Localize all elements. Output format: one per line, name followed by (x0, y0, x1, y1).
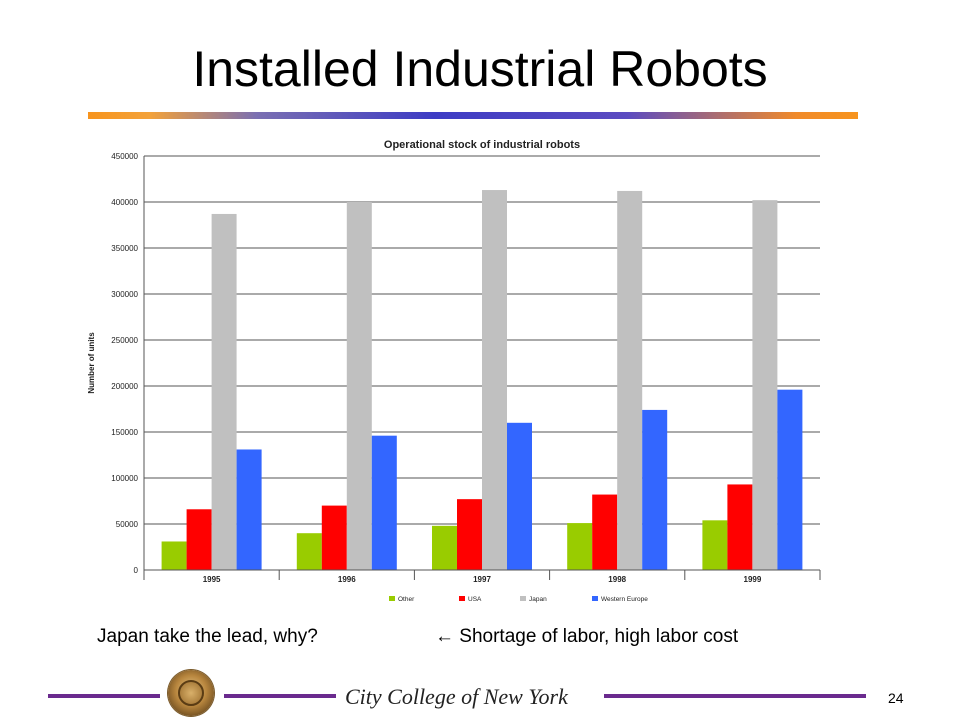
x-tick-label: 1996 (338, 575, 356, 584)
bar-usa-1995 (186, 509, 212, 570)
footer-line-center (224, 694, 336, 698)
bar-other-1999 (702, 520, 728, 570)
title-underline (88, 112, 858, 119)
legend-label: Japan (529, 596, 547, 603)
bar-western-europe-1998 (642, 409, 668, 570)
y-tick-label: 150000 (111, 428, 138, 437)
legend-label: USA (468, 596, 482, 603)
bar-japan-1997 (482, 190, 507, 570)
y-tick-label: 50000 (116, 520, 139, 529)
chart-title: Operational stock of industrial robots (384, 139, 580, 151)
bar-other-1997 (432, 525, 457, 570)
note-right: ← Shortage of labor, high labor cost (435, 626, 738, 648)
legend-label: Other (398, 596, 415, 603)
y-tick-label: 200000 (111, 382, 138, 391)
y-tick-label: 300000 (111, 290, 138, 299)
college-name: City College of New York (345, 684, 568, 709)
y-tick-label: 400000 (111, 198, 138, 207)
bar-other-1995 (161, 541, 187, 570)
legend-swatch (592, 596, 598, 601)
bar-western-europe-1997 (507, 422, 532, 570)
page-number: 24 (888, 690, 904, 706)
legend-swatch (389, 596, 395, 601)
bar-western-europe-1995 (236, 449, 262, 570)
note-right-text: Shortage of labor, high labor cost (459, 626, 739, 647)
y-tick-label: 450000 (111, 152, 138, 161)
slide-title: Installed Industrial Robots (192, 41, 768, 97)
y-axis-label: Number of units (87, 332, 96, 394)
left-arrow-icon: ← (435, 626, 454, 647)
y-tick-label: 0 (134, 566, 139, 575)
x-tick-label: 1997 (473, 575, 491, 584)
bar-other-1998 (567, 523, 593, 570)
footer-line-left (48, 694, 160, 698)
legend-swatch (520, 596, 526, 601)
bar-usa-1996 (321, 505, 347, 570)
bar-usa-1998 (592, 494, 618, 570)
bar-other-1996 (296, 533, 322, 570)
x-tick-label: 1998 (608, 575, 626, 584)
bar-western-europe-1999 (777, 389, 803, 570)
bar-japan-1996 (346, 202, 372, 570)
legend-label: Western Europe (601, 596, 648, 603)
note-left: Japan take the lead, why? (97, 626, 318, 647)
y-tick-label: 350000 (111, 244, 138, 253)
y-tick-label: 250000 (111, 336, 138, 345)
chart-panel: Operational stock of industrial robots 0 5… (84, 132, 826, 612)
bar-western-europe-1996 (371, 435, 397, 570)
legend-swatch (459, 596, 465, 601)
bar-usa-1999 (727, 484, 753, 570)
x-tick-label: 1999 (744, 575, 762, 584)
bar-japan-1999 (752, 200, 778, 570)
x-tick-label: 1995 (203, 575, 221, 584)
footer-line-right (604, 694, 866, 698)
bar-japan-1998 (617, 190, 643, 570)
bar-japan-1995 (211, 213, 237, 570)
y-tick-label: 100000 (111, 474, 138, 483)
bar-chart: Operational stock of industrial robots 0 5… (87, 139, 821, 603)
bar-usa-1997 (457, 499, 482, 570)
college-seal-icon (168, 670, 214, 716)
